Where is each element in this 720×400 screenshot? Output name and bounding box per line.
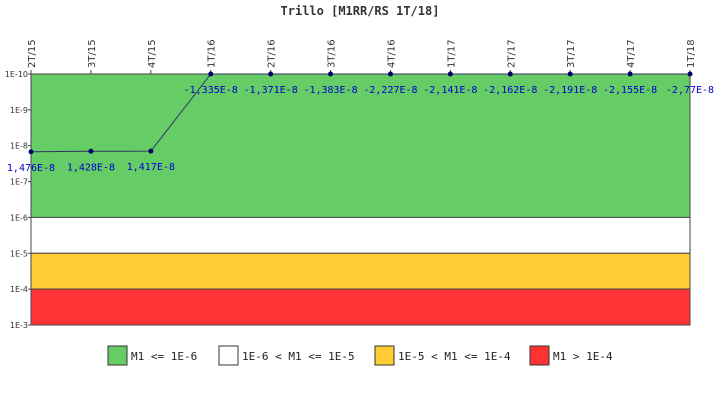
data-point [148,148,154,154]
band-3 [30,288,691,326]
legend-label: 1E-6 < M1 <= 1E-5 [242,350,355,363]
data-label: -1,371E-8 [244,85,298,96]
chart-title: Trillo [M1RR/RS 1T/18] [281,4,440,18]
legend-swatch [374,345,395,366]
band-0 [30,73,691,218]
legend-swatch [218,345,239,366]
x-tick-label: 4T/15 [147,39,158,68]
data-point [88,148,94,154]
legend-label: 1E-5 < M1 <= 1E-4 [398,350,511,363]
y-tick-label: 1E-4 [10,285,28,294]
data-point [387,71,393,77]
data-point [328,71,334,77]
y-tick-label: 1E-5 [10,249,28,258]
data-point [208,71,214,77]
data-point [627,71,633,77]
data-point [28,149,34,155]
y-tick-label: 1E-3 [10,321,28,330]
data-label: 1,417E-8 [127,162,175,173]
y-tick-label: 1E-8 [10,142,28,151]
data-label: -2,191E-8 [543,85,597,96]
y-tick-label: 1E-7 [10,178,28,187]
data-label: -2,162E-8 [483,85,537,96]
x-tick-label: 3T/15 [87,39,98,68]
data-label: -2,155E-8 [603,85,657,96]
legend-label: M1 <= 1E-6 [131,350,197,363]
x-tick-label: 1T/17 [446,39,457,68]
x-tick-label: 1T/18 [686,39,697,68]
risk-bands [30,73,691,326]
y-tick-label: 1E-10 [5,70,28,79]
data-label: -2,77E-8 [666,85,714,96]
data-point [268,71,274,77]
y-tick-label: 1E-9 [10,106,28,115]
data-label: -1,383E-8 [303,85,357,96]
x-tick-label: 3T/17 [566,39,577,68]
legend-swatch [107,345,128,366]
series-layer: 1,476E-8 1,428E-8 1,417E-8 -1,335E-8 -1,371E… [7,71,714,174]
x-tick-label: 2T/17 [506,39,517,68]
data-point [567,71,573,77]
x-tick-label: 4T/16 [386,39,397,68]
legend: M1 <= 1E-6 1E-6 < M1 <= 1E-5 1E-5 < M1 <= … [107,345,613,366]
x-tick-label: 2T/16 [267,39,278,68]
data-label: 1,476E-8 [7,163,55,174]
band-1 [30,216,691,254]
data-label: -1,335E-8 [184,85,238,96]
x-tick-label: 3T/16 [327,39,338,68]
series-line [30,73,690,153]
data-point [447,71,453,77]
data-point [507,71,513,77]
legend-swatch [529,345,550,366]
x-tick-label: 2T/15 [27,39,38,68]
x-axis: 2T/15 3T/15 4T/15 1T/16 2T/16 3T/16 4T/16 1T/17… [27,39,697,74]
data-label: -2,141E-8 [423,85,477,96]
data-point [687,71,693,77]
data-label: 1,428E-8 [67,162,115,173]
x-tick-label: 1T/16 [207,39,218,68]
y-tick-label: 1E-6 [10,213,28,222]
band-2 [30,252,691,290]
x-tick-label: 4T/17 [626,39,637,68]
data-label: -2,227E-8 [363,85,417,96]
legend-label: M1 > 1E-4 [553,350,613,363]
y-axis: 1E-10 1E-9 1E-8 1E-7 1E-6 1E-5 1E-4 1E-3 [5,70,31,330]
